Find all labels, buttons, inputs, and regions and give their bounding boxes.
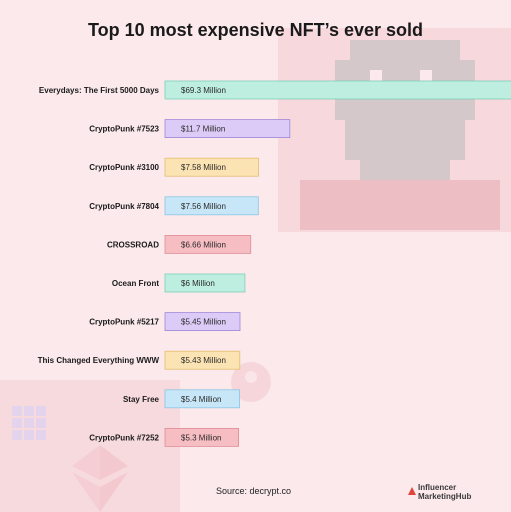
category-label-1: Everydays: The First 5000 Days: [39, 86, 160, 95]
brand-line-1: Influencer: [418, 483, 457, 492]
bar-10: [164, 427, 240, 447]
brand-line-2: MarketingHub: [418, 492, 472, 501]
bar-4: [164, 196, 259, 216]
category-label-9: Stay Free: [123, 395, 160, 404]
punk-art-eyes: [370, 70, 432, 82]
value-label-1: $69.3 Million: [181, 86, 226, 95]
category-label-6: Ocean Front: [112, 279, 159, 288]
brand-logo: Influencer MarketingHub: [418, 483, 471, 501]
value-label-5: $6.66 Million: [181, 240, 226, 249]
category-label-4: CryptoPunk #7804: [89, 202, 159, 211]
punk-art-body: [300, 180, 500, 230]
bar-2: [164, 119, 291, 138]
bar-5: [164, 234, 252, 254]
value-label-2: $11.7 Million: [181, 125, 225, 134]
value-label-10: $5.3 Million: [181, 433, 221, 442]
deco-grid-icon: [12, 406, 46, 440]
value-label-9: $5.4 Million: [181, 395, 221, 404]
bar-9: [164, 389, 240, 409]
category-label-7: CryptoPunk #5217: [89, 318, 159, 327]
chart-title: Top 10 most expensive NFT’s ever sold: [87, 20, 424, 40]
bar-6: [164, 273, 246, 293]
bar-7: [164, 312, 241, 332]
value-label-7: $5.45 Million: [181, 318, 226, 327]
value-label-4: $7.56 Million: [181, 202, 226, 211]
category-label-10: CryptoPunk #7252: [89, 433, 159, 442]
category-label-5: CROSSROAD: [107, 240, 159, 249]
influencer-marketing-hub-logo-icon: [408, 487, 416, 495]
bar-1: [164, 80, 511, 100]
ethereum-icon: [72, 445, 128, 512]
bar-3: [164, 157, 259, 177]
value-label-3: $7.58 Million: [181, 163, 226, 172]
bar-8: [164, 350, 241, 370]
category-label-3: CryptoPunk #3100: [89, 163, 159, 172]
value-label-8: $5.43 Million: [181, 356, 226, 365]
category-label-8: This Changed Everything WWW: [38, 356, 160, 365]
deco-panel: [0, 380, 180, 512]
source-note: Source: decrypt.co: [216, 486, 292, 496]
category-label-2: CryptoPunk #7523: [89, 125, 159, 134]
value-label-6: $6 Million: [181, 279, 215, 288]
